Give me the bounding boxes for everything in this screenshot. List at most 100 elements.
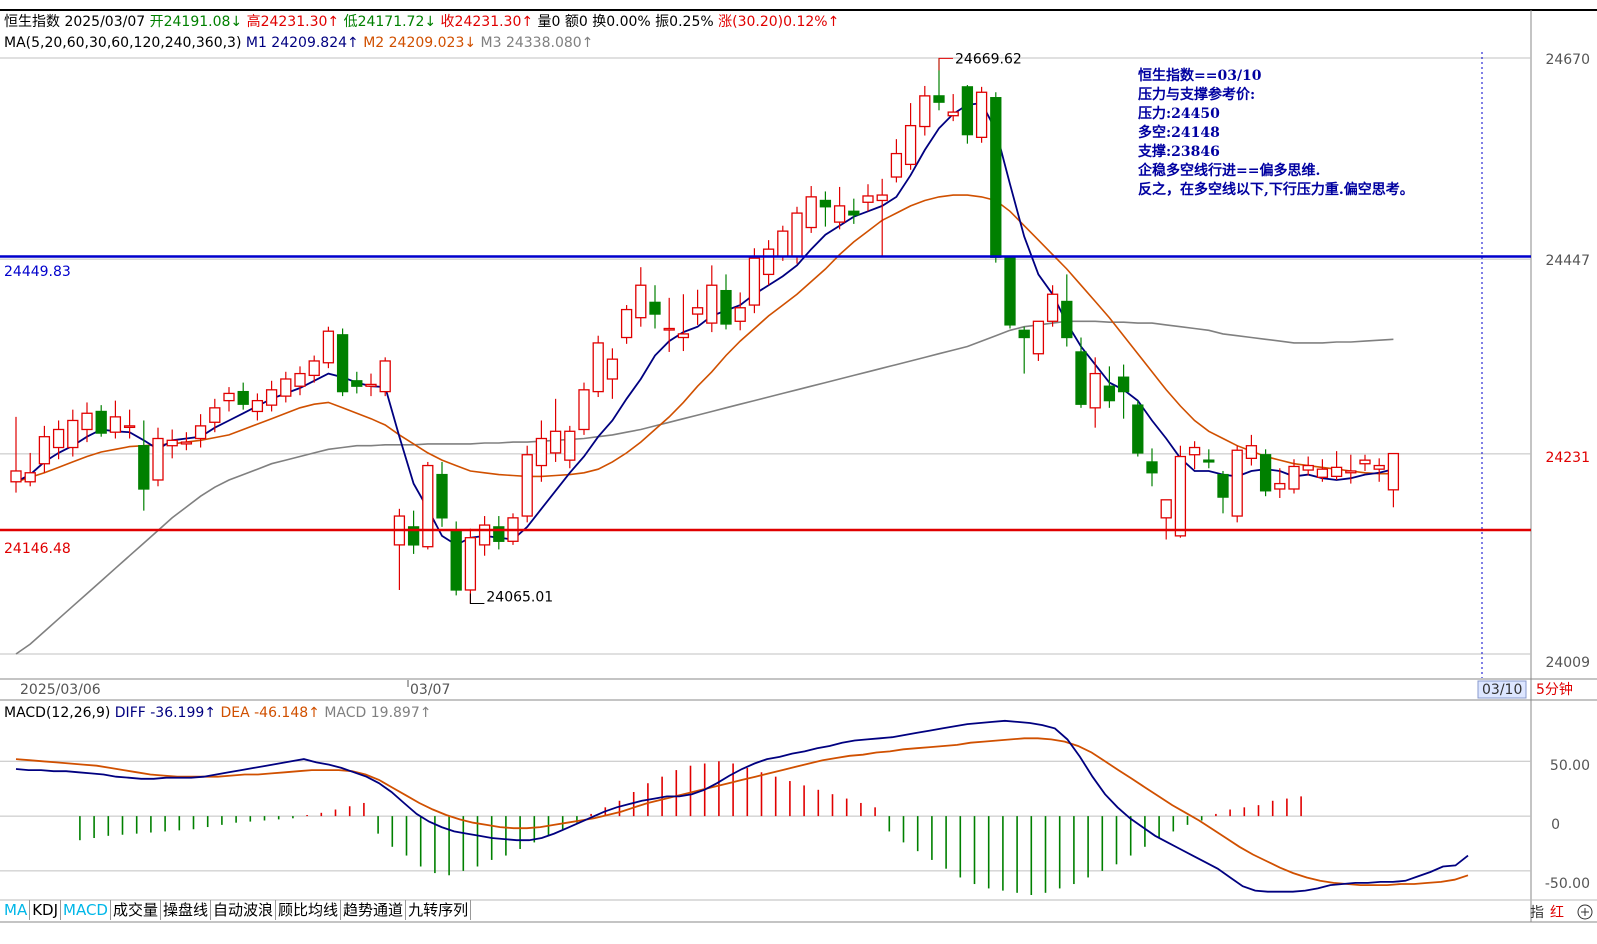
macd-field-3: MACD 19.897↑ <box>320 705 432 721</box>
candle-down <box>237 390 249 405</box>
candle-down <box>819 199 832 208</box>
candle-down <box>351 380 363 387</box>
candle-up <box>1089 372 1101 409</box>
annotation-line: 恒生指数==03/10 <box>1138 67 1262 84</box>
quote-field-2: 高24231.30↑ <box>242 13 339 30</box>
candle-up <box>464 537 477 591</box>
macd-field-2: DEA -46.148↑ <box>216 705 320 721</box>
time-label-start: 2025/03/06 <box>20 682 101 698</box>
candle-up <box>166 439 178 447</box>
grid <box>0 52 1531 678</box>
indicator-tab[interactable]: MACD <box>61 900 111 920</box>
annotation-line: 支撑:23846 <box>1137 143 1220 160</box>
time-label-mid: 03/07 <box>410 682 450 698</box>
candle-up <box>606 358 619 380</box>
candle-up <box>762 248 775 276</box>
candle-down <box>1259 454 1272 492</box>
indicator-tab[interactable]: 操盘线 <box>161 900 212 920</box>
candle-down <box>1061 300 1073 339</box>
candle-up <box>734 307 746 322</box>
annotation-line: 企稳多空线行进==偏多思维. <box>1137 162 1320 179</box>
candle-down <box>1117 376 1130 393</box>
candle-up <box>777 230 789 258</box>
ma-field-0: MA(5,20,60,30,60,120,240,360,3) <box>4 35 241 51</box>
indicator-tab[interactable]: 趋势通道 <box>341 900 407 920</box>
indicator-tab[interactable]: 成交量 <box>111 900 161 920</box>
candle-down <box>1018 329 1030 339</box>
candle-down <box>848 210 860 216</box>
candle-up <box>67 419 79 449</box>
candle-up <box>1359 459 1371 465</box>
candle-down <box>720 289 732 325</box>
ma2-line <box>15 194 1394 483</box>
candle-up <box>663 327 675 331</box>
diff-line <box>15 719 1469 893</box>
hong-label[interactable]: 红 <box>1550 905 1564 921</box>
candle-down <box>1146 461 1158 474</box>
candles <box>10 57 1400 605</box>
quote-header: 恒生指数 2025/03/07 开24191.08↓ 高24231.30↑ 低2… <box>4 13 839 30</box>
candle-up <box>1174 455 1187 537</box>
candle-up <box>620 308 633 339</box>
candle-up <box>109 416 122 433</box>
candle-up <box>194 425 207 440</box>
candle-up <box>876 194 888 202</box>
macd-field-1: DIFF -36.199↑ <box>110 705 216 721</box>
price-tick: 24670 <box>1545 52 1590 68</box>
indicator-tab-bar: MA KDJ MACD 成交量 操盘线 自动波浪 顾比均线 趋势通道 九转序列 <box>2 900 472 920</box>
zhi-label[interactable]: 指 <box>1530 905 1544 921</box>
candle-down <box>1203 459 1215 463</box>
time-label-end-box <box>1477 680 1527 699</box>
candle-up <box>1316 468 1329 478</box>
indicator-tab[interactable]: 九转序列 <box>406 900 472 920</box>
indicator-tab[interactable]: 自动波浪 <box>211 900 277 920</box>
candle-down <box>1103 385 1116 402</box>
ma3-line <box>15 320 1394 655</box>
candle-up <box>265 389 278 406</box>
ma-field-3: M3 24338.080↑ <box>476 35 593 51</box>
macd-header: MACD(12,26,9) DIFF -36.199↑ DEA -46.148↑… <box>4 705 431 721</box>
annotation-line: 压力:24450 <box>1138 105 1220 122</box>
candle-up <box>691 307 704 315</box>
annotation-line: 反之，在多空线以下,下行压力重.偏空思考。 <box>1138 181 1414 198</box>
candle-up <box>38 436 51 465</box>
candle-up <box>422 464 434 548</box>
candle-up <box>308 360 320 377</box>
candle-up <box>1274 482 1286 490</box>
candle-up <box>1302 464 1314 471</box>
candle-up <box>592 342 604 393</box>
candle-up <box>805 196 817 229</box>
candle-up <box>890 152 903 178</box>
candle-up <box>535 437 548 467</box>
candle-up <box>1032 320 1045 355</box>
candle-down <box>138 445 150 490</box>
indicator-tab[interactable]: MA <box>2 900 31 920</box>
period-label[interactable]: 5分钟 <box>1536 681 1573 698</box>
resistance-line-label: 24449.83 <box>4 264 71 280</box>
candle-up <box>1387 452 1400 491</box>
candle-down <box>407 526 420 546</box>
candle-down <box>933 95 945 103</box>
candle-up <box>791 212 803 258</box>
indicator-tab[interactable]: 顾比均线 <box>276 900 342 920</box>
high-marker-label: 24669.62 <box>955 51 1022 67</box>
candle-up <box>919 95 931 128</box>
candle-up <box>478 524 491 546</box>
candle-down <box>1132 404 1144 454</box>
macd-field-0: MACD(12,26,9) <box>4 705 110 721</box>
indicator-tab[interactable]: KDJ <box>30 900 62 920</box>
candle-up <box>81 412 93 431</box>
candle-up <box>635 284 647 319</box>
macd-panel <box>0 719 1531 895</box>
candle-up <box>549 430 562 454</box>
candle-up <box>223 392 235 402</box>
candle-down <box>95 410 107 434</box>
candle-up <box>24 472 36 483</box>
candle-up <box>904 124 917 166</box>
quote-field-5: 量0 额0 换0.00% 振0.25% <box>533 13 718 30</box>
candle-down <box>1217 473 1229 498</box>
zoom-in-icon[interactable] <box>1577 904 1593 920</box>
candle-up <box>294 372 306 387</box>
candle-up <box>123 425 136 429</box>
